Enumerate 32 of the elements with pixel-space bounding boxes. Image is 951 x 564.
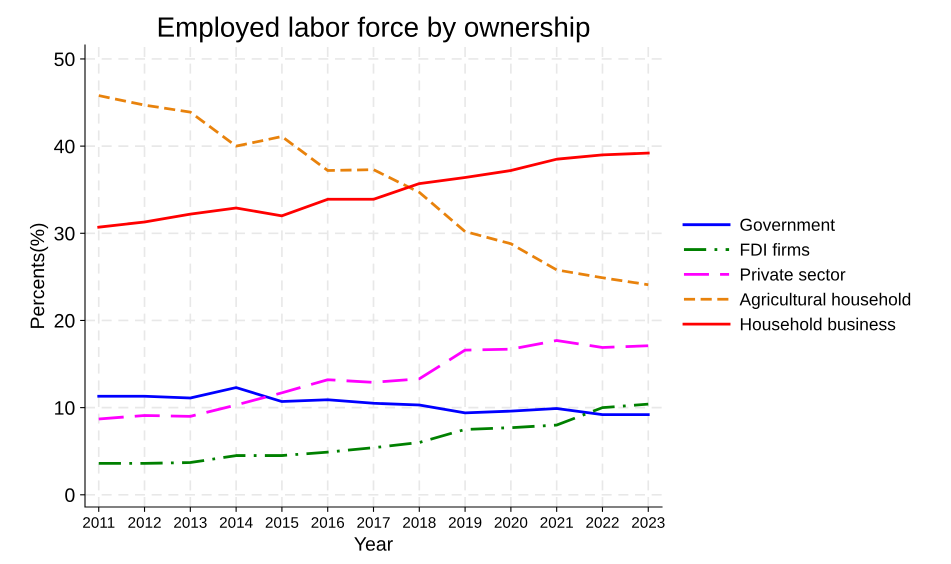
x-tick-label: 2012 — [128, 517, 161, 528]
legend-label: Private sector — [740, 268, 846, 281]
line-series — [97, 402, 650, 465]
x-tick-label: 2021 — [540, 517, 573, 528]
y-tick-label: 20 — [54, 314, 75, 328]
x-tick-label: 2017 — [357, 517, 390, 528]
x-tick-label: 2014 — [220, 517, 253, 528]
legend-label: Agricultural household — [740, 292, 910, 309]
y-axis-title: Percents(%) — [30, 224, 48, 328]
y-tick-label: 30 — [54, 226, 75, 241]
x-tick-label: 2020 — [494, 517, 528, 528]
x-tick-label: 2013 — [174, 517, 207, 528]
line-series — [97, 152, 650, 229]
x-axis-title: Year — [354, 537, 393, 551]
line-series — [97, 94, 650, 286]
y-tick-label: 50 — [54, 52, 75, 66]
x-tick-label: 2011 — [83, 517, 114, 528]
y-tick-label: 10 — [55, 401, 75, 415]
line-series — [97, 339, 650, 420]
y-tick-label: 0 — [65, 488, 75, 502]
chart-title: Employed labor force by ownership — [158, 16, 590, 42]
legend-label: FDI firms — [740, 243, 810, 256]
x-tick-label: 2016 — [311, 517, 344, 528]
x-tick-label: 2023 — [632, 517, 665, 528]
x-tick-label: 2018 — [403, 517, 436, 528]
y-tick-label: 40 — [54, 140, 75, 154]
x-tick-label: 2022 — [586, 517, 619, 528]
line-series — [97, 386, 650, 416]
x-tick-label: 2019 — [448, 517, 482, 528]
legend-label: Government — [740, 218, 835, 231]
legend-label: Household business — [740, 318, 896, 330]
x-tick-label: 2015 — [266, 517, 298, 528]
